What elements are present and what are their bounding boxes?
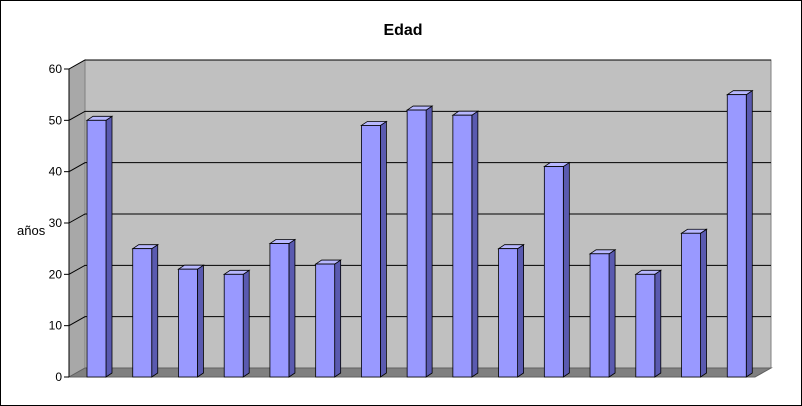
- bar-side: [425, 105, 433, 378]
- y-axis-label: años: [17, 223, 46, 238]
- bar-side: [151, 243, 159, 378]
- plot-area: 0 10 20 30 40 50 60: [49, 59, 773, 384]
- gridline: [68, 110, 771, 121]
- bar-side: [654, 269, 662, 378]
- bar-side: [105, 115, 113, 378]
- gridline: [68, 213, 771, 224]
- bar-side: [608, 249, 616, 378]
- bar: [86, 119, 107, 378]
- chart-title: Edad: [383, 22, 422, 39]
- bar: [635, 273, 656, 378]
- bar: [406, 109, 427, 378]
- gridline: [68, 162, 771, 173]
- bar: [543, 166, 564, 378]
- y-tick-label: 20: [49, 267, 63, 281]
- bar: [269, 243, 290, 378]
- bar: [681, 232, 701, 378]
- bar-side: [242, 269, 250, 378]
- bar: [178, 268, 198, 378]
- bar-side: [471, 110, 479, 378]
- y-tick-label: 10: [49, 319, 63, 333]
- bar: [498, 248, 519, 378]
- gridline: [68, 316, 771, 327]
- bar: [726, 94, 747, 378]
- y-tick-label: 30: [49, 216, 63, 230]
- gridline: [68, 264, 771, 275]
- bar-side: [334, 259, 342, 378]
- y-tick-label: 40: [49, 165, 63, 179]
- bar: [132, 248, 153, 378]
- bar-side: [197, 264, 204, 378]
- bar: [315, 263, 336, 378]
- bar: [360, 125, 381, 378]
- y-tick-label: 60: [49, 62, 63, 76]
- gridline: [68, 59, 771, 70]
- y-tick-label: 50: [49, 113, 63, 127]
- bar-side: [700, 228, 707, 378]
- bar-side: [517, 243, 524, 378]
- y-tick-label: 0: [55, 370, 62, 384]
- bar-side: [745, 89, 753, 378]
- bar-side: [379, 120, 387, 378]
- bar: [589, 253, 610, 378]
- bar-side: [288, 238, 296, 378]
- bar: [223, 273, 244, 378]
- bar: [452, 114, 473, 378]
- bar-side: [562, 161, 570, 378]
